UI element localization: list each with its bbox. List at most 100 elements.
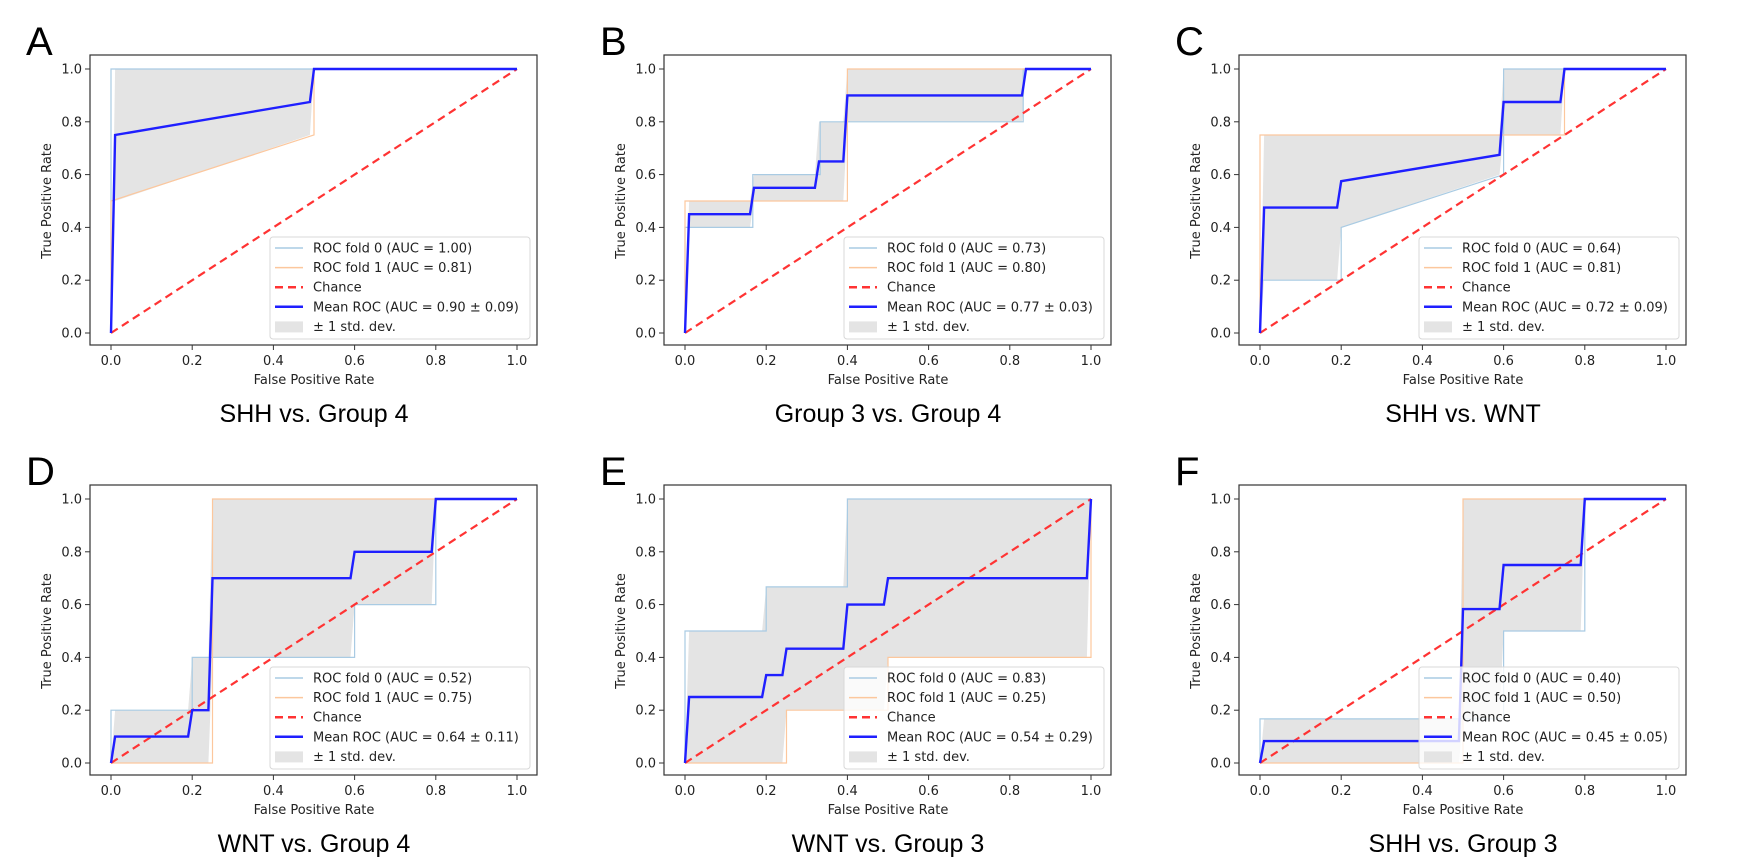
legend-label: Mean ROC (AUC = 0.90 ± 0.09) <box>313 300 519 315</box>
legend-box <box>1418 666 1680 770</box>
panel-title: SHH vs. Group 4 <box>220 400 409 428</box>
panel-d: D 0.0 0.2 0.4 0.6 0.8 1.0 0.0 0.2 0.4 0.6 0.8 1.0 Fal… <box>26 450 538 858</box>
panel-letter: C <box>1175 20 1204 64</box>
x-tick-label: 1.0 <box>507 354 528 369</box>
y-tick-label: 0.8 <box>61 545 82 560</box>
panel-letter: D <box>26 450 55 494</box>
x-tick-label: 1.0 <box>1656 784 1677 799</box>
x-tick-label: 0.0 <box>101 784 122 799</box>
mean-roc-line <box>1258 67 1666 334</box>
axes-frame <box>1238 54 1687 346</box>
axes-frame <box>1238 484 1687 776</box>
panel-title: WNT vs. Group 3 <box>792 830 985 858</box>
legend-label: ROC fold 0 (AUC = 0.40) <box>1462 672 1621 687</box>
chance-line <box>684 68 1092 334</box>
x-tick-label: 0.8 <box>999 354 1020 369</box>
x-tick-label: 0.0 <box>1250 354 1271 369</box>
y-tick-label: 0.8 <box>1210 115 1231 130</box>
chance-line <box>110 68 518 334</box>
x-tick-label: 0.2 <box>1331 784 1352 799</box>
legend-handle-std-dev <box>275 751 303 763</box>
roc-fold-0-line <box>110 498 517 763</box>
x-tick-label: 0.2 <box>756 784 777 799</box>
y-axis-label: True Positive Rate <box>614 143 629 260</box>
y-tick-label: 1.0 <box>635 63 656 78</box>
x-axis-label: False Positive Rate <box>254 803 375 818</box>
std-dev-band <box>111 69 517 333</box>
panel-title: SHH vs. Group 3 <box>1369 830 1558 858</box>
y-tick-label: 0.2 <box>61 704 82 719</box>
legend-label: ROC fold 1 (AUC = 0.50) <box>1462 691 1621 706</box>
y-tick-label: 0.8 <box>635 115 656 130</box>
legend-box <box>1418 236 1680 340</box>
legend-handle-std-dev <box>849 751 877 763</box>
x-tick-label: 0.4 <box>263 784 284 799</box>
x-tick-label: 0.6 <box>1493 784 1514 799</box>
legend-label: ± 1 std. dev. <box>887 320 970 335</box>
y-tick-label: 0.0 <box>61 757 82 772</box>
x-axis-label: False Positive Rate <box>828 803 949 818</box>
panel-e: E 0.0 0.2 0.4 0.6 0.8 1.0 0.0 0.2 0.4 0.6 0.8 1.0 Fal… <box>600 450 1112 858</box>
y-tick-label: 0.0 <box>635 757 656 772</box>
y-tick-label: 0.0 <box>1210 327 1231 342</box>
y-tick-label: 0.4 <box>1210 221 1231 236</box>
legend-label: Mean ROC (AUC = 0.45 ± 0.05) <box>1462 730 1668 745</box>
x-tick-label: 0.2 <box>756 354 777 369</box>
x-axis-label: False Positive Rate <box>1403 373 1524 388</box>
legend-label: Chance <box>1462 711 1511 726</box>
y-tick-label: 0.2 <box>1210 704 1231 719</box>
panel-letter: E <box>600 450 627 494</box>
y-tick-label: 0.4 <box>61 221 82 236</box>
legend-label: Mean ROC (AUC = 0.72 ± 0.09) <box>1462 300 1668 315</box>
panel-title: Group 3 vs. Group 4 <box>775 400 1002 428</box>
panel-letter: B <box>600 20 627 64</box>
mean-roc-line <box>683 67 1091 334</box>
chance-line <box>1259 68 1667 334</box>
x-tick-label: 0.6 <box>344 784 365 799</box>
roc-fold-1-line <box>111 498 517 764</box>
mean-roc-line <box>1258 497 1666 764</box>
x-tick-label: 0.8 <box>999 784 1020 799</box>
y-tick-label: 0.0 <box>1210 757 1231 772</box>
x-axis-label: False Positive Rate <box>254 373 375 388</box>
y-axis-label: True Positive Rate <box>1189 143 1204 260</box>
panel-letter: A <box>26 20 53 64</box>
x-tick-label: 1.0 <box>1081 354 1102 369</box>
x-tick-label: 0.6 <box>918 784 939 799</box>
panel-f: F 0.0 0.2 0.4 0.6 0.8 1.0 0.0 0.2 0.4 0.6 0.8 1.0 Fal… <box>1175 450 1687 858</box>
legend-handle-std-dev <box>1424 751 1452 763</box>
legend-handle-std-dev <box>275 321 303 333</box>
x-tick-label: 0.0 <box>1250 784 1271 799</box>
chance-line <box>110 498 518 764</box>
mean-roc-line <box>109 497 517 764</box>
panel-a: A 0.0 0.2 0.4 0.6 0.8 1.0 0.0 0.2 0.4 0.6 0.8 1.0 Fal… <box>26 20 538 428</box>
legend-label: Chance <box>313 281 362 296</box>
x-tick-label: 0.0 <box>101 354 122 369</box>
legend-label: ROC fold 1 (AUC = 0.80) <box>887 261 1046 276</box>
x-tick-label: 1.0 <box>507 784 528 799</box>
x-tick-label: 0.8 <box>425 784 446 799</box>
x-tick-label: 0.8 <box>425 354 446 369</box>
y-tick-label: 0.2 <box>1210 274 1231 289</box>
y-tick-label: 0.4 <box>635 651 656 666</box>
legend-label: Mean ROC (AUC = 0.64 ± 0.11) <box>313 730 519 745</box>
chance-line <box>684 498 1092 764</box>
axes-frame <box>663 54 1112 346</box>
x-tick-label: 0.0 <box>675 354 696 369</box>
x-tick-label: 0.2 <box>1331 354 1352 369</box>
legend-label: ± 1 std. dev. <box>887 750 970 765</box>
panel-title: WNT vs. Group 4 <box>218 830 411 858</box>
y-tick-label: 0.4 <box>635 221 656 236</box>
legend-label: ROC fold 1 (AUC = 0.25) <box>887 691 1046 706</box>
legend-label: ± 1 std. dev. <box>1462 320 1545 335</box>
legend-box <box>843 666 1105 770</box>
legend-label: Chance <box>887 711 936 726</box>
y-tick-label: 0.8 <box>635 545 656 560</box>
y-tick-label: 0.6 <box>635 168 656 183</box>
y-tick-label: 1.0 <box>1210 493 1231 508</box>
legend-label: ROC fold 0 (AUC = 0.64) <box>1462 242 1621 257</box>
y-tick-label: 0.6 <box>61 598 82 613</box>
mean-roc-line <box>683 498 1093 764</box>
y-tick-label: 1.0 <box>1210 63 1231 78</box>
x-tick-label: 0.2 <box>182 784 203 799</box>
